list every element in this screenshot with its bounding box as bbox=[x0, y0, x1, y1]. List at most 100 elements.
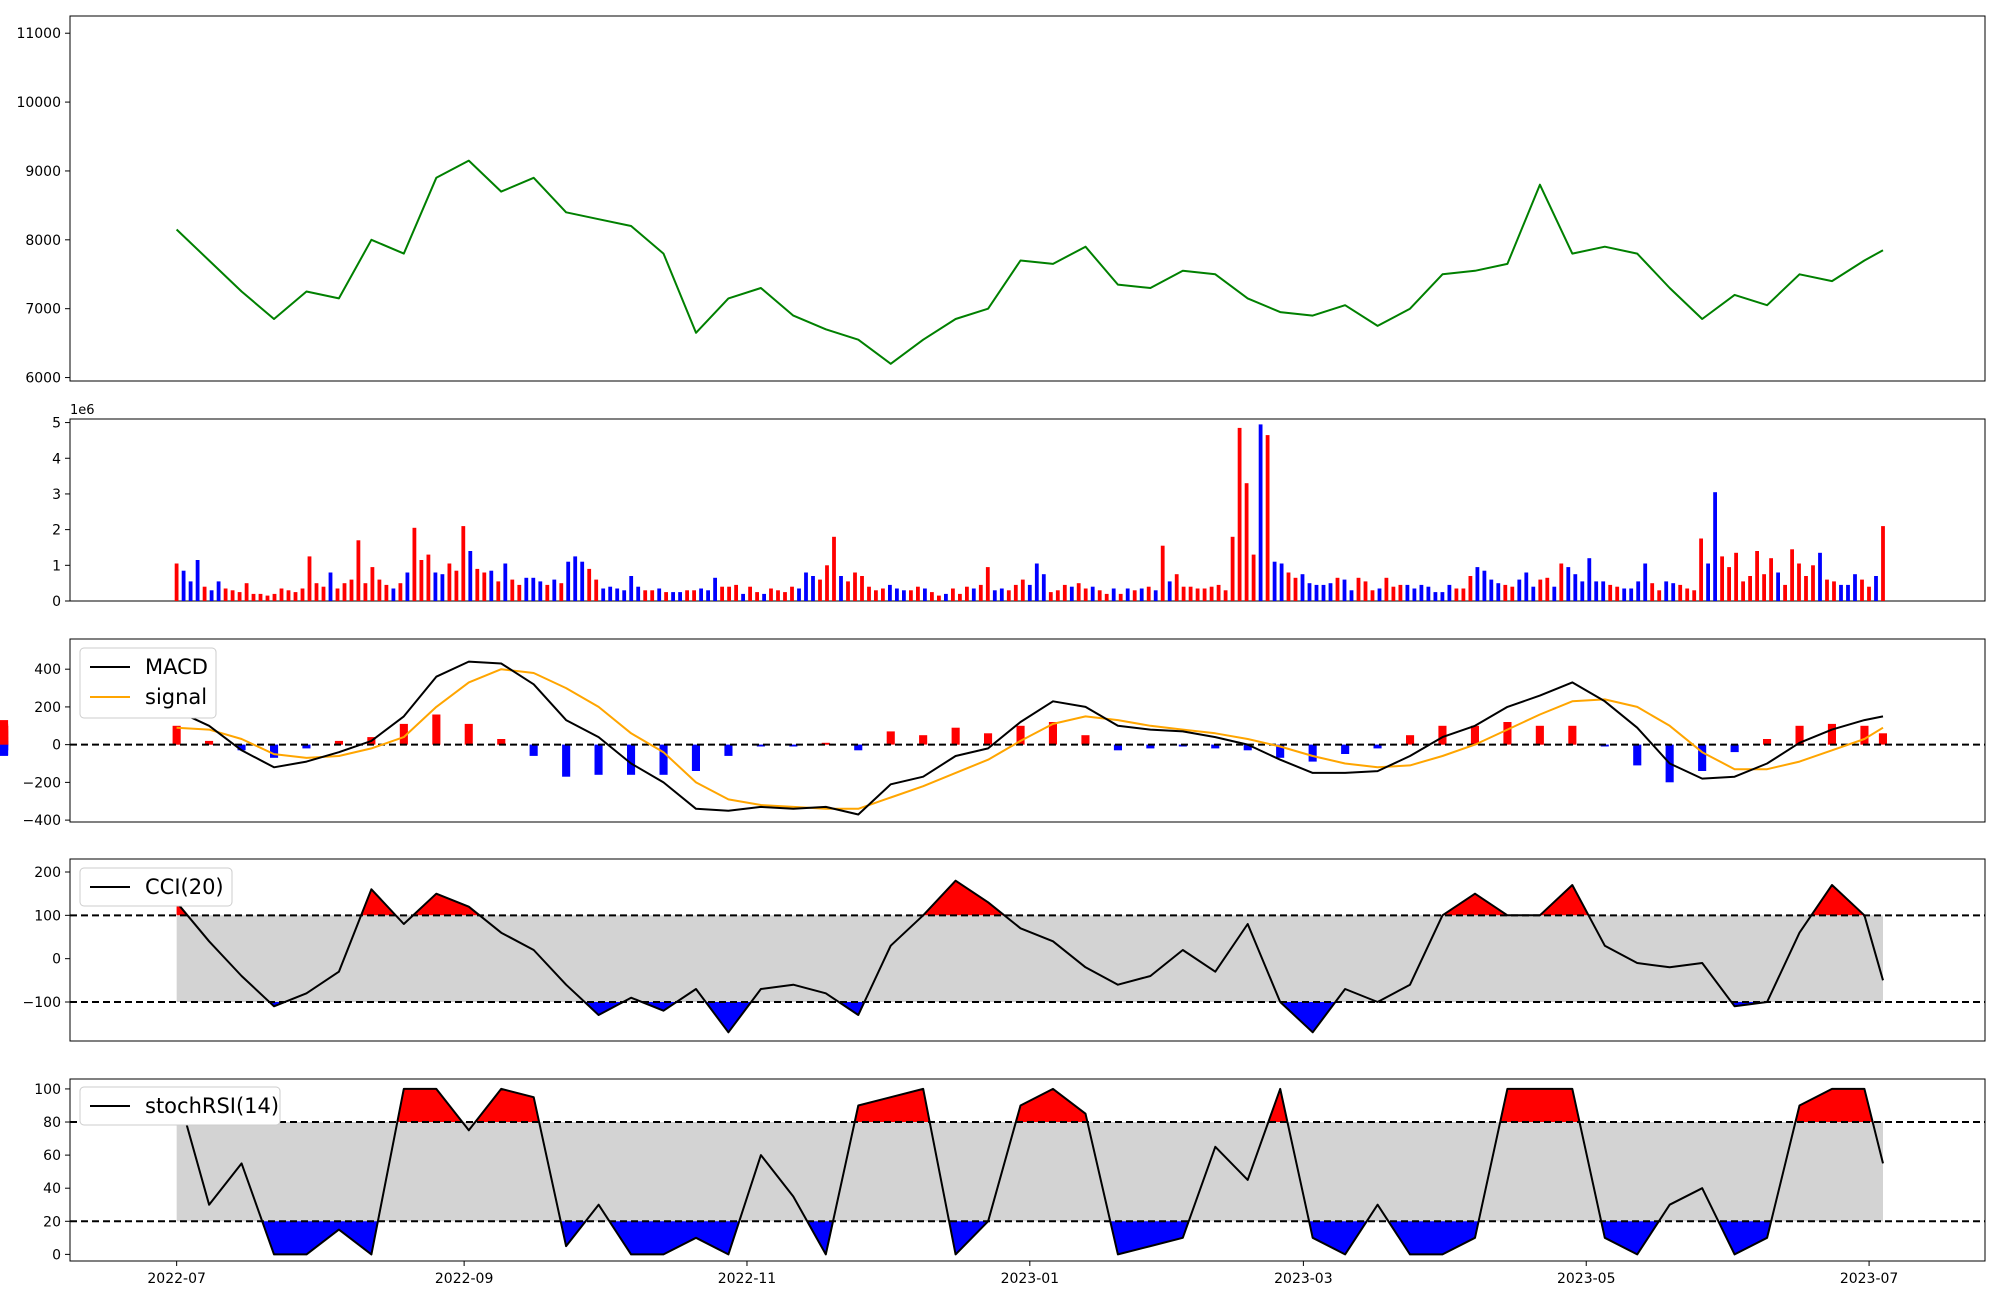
volume-bar bbox=[1447, 584, 1452, 601]
volume-bar bbox=[405, 572, 410, 601]
volume-bar bbox=[279, 588, 284, 601]
signal-legend-label: signal bbox=[145, 685, 207, 709]
volume-bar bbox=[1104, 593, 1109, 601]
volume-bar bbox=[594, 579, 599, 601]
xtick-label: 2022-09 bbox=[435, 1271, 494, 1287]
volume-bar bbox=[1475, 567, 1480, 601]
volume-bar bbox=[314, 583, 319, 601]
volume-bar bbox=[1244, 483, 1249, 601]
volume-bar bbox=[1405, 584, 1410, 601]
volume-bar bbox=[1356, 577, 1361, 601]
volume-bar bbox=[916, 586, 920, 601]
volume-bar bbox=[419, 560, 424, 601]
volume-bar bbox=[923, 588, 927, 601]
volume-bar bbox=[1503, 584, 1508, 601]
macd-histogram-bar bbox=[984, 733, 993, 745]
volume-bar bbox=[860, 576, 864, 601]
volume-bar bbox=[930, 592, 934, 601]
volume-bar bbox=[342, 583, 347, 601]
macd-histogram-bar bbox=[1276, 744, 1285, 758]
volume-bar bbox=[895, 588, 899, 601]
volume-bar bbox=[1041, 574, 1046, 601]
signal-line bbox=[176, 668, 1884, 810]
volume-bar bbox=[524, 577, 529, 601]
volume-bar bbox=[1566, 567, 1571, 601]
volume-bar bbox=[335, 588, 340, 601]
stochrsi-overbought-fill bbox=[1015, 1088, 1088, 1122]
volume-bar bbox=[1762, 574, 1766, 601]
volume-bar bbox=[1132, 590, 1137, 601]
volume-bar bbox=[1076, 583, 1081, 601]
volume-bar bbox=[398, 583, 403, 601]
volume-bar bbox=[692, 590, 696, 601]
volume-bar bbox=[174, 563, 179, 601]
volume-bar bbox=[1461, 588, 1466, 601]
macd-histogram-bar bbox=[497, 739, 506, 745]
macd-histogram-bar bbox=[1470, 725, 1479, 745]
macd-histogram-bar bbox=[1406, 735, 1415, 745]
macd-histogram-bar bbox=[529, 744, 538, 756]
volume-bar bbox=[783, 592, 787, 601]
volume-bar bbox=[566, 561, 571, 601]
volume-bar bbox=[265, 595, 270, 601]
volume-bar bbox=[1699, 538, 1703, 601]
volume-bar bbox=[1202, 588, 1207, 601]
macd-ytick-label: −200 bbox=[23, 775, 61, 791]
macd-histogram-bar bbox=[1211, 744, 1220, 749]
macd-histogram-bar bbox=[334, 740, 343, 745]
stochrsi-overbought-fill bbox=[1268, 1088, 1288, 1122]
volume-bar bbox=[1237, 427, 1242, 601]
volume-bar bbox=[356, 540, 361, 601]
volume-bar bbox=[1384, 577, 1389, 601]
volume-bar bbox=[832, 536, 836, 601]
volume-bar bbox=[531, 577, 536, 601]
volume-bar bbox=[1489, 579, 1494, 601]
volume-bar bbox=[1153, 590, 1158, 601]
xtick-label: 2023-03 bbox=[1274, 1271, 1333, 1287]
macd-legend: MACD signal bbox=[79, 647, 217, 719]
macd-histogram-bar bbox=[1860, 725, 1869, 745]
volume-bar bbox=[720, 586, 724, 601]
volume-bar bbox=[1195, 588, 1200, 601]
macd-ytick-label: 0 bbox=[52, 738, 61, 754]
volume-bar bbox=[1531, 586, 1536, 601]
stochrsi-legend: stochRSI(14) bbox=[79, 1086, 281, 1126]
volume-bar bbox=[1629, 588, 1634, 601]
cci-oversold-fill bbox=[641, 1002, 677, 1011]
volume-bar bbox=[1776, 572, 1780, 601]
volume-bar bbox=[286, 590, 291, 601]
macd-histogram-bar bbox=[1081, 735, 1090, 745]
volume-bar bbox=[468, 551, 473, 601]
volume-bar bbox=[727, 586, 731, 601]
volume-bar bbox=[1587, 558, 1592, 601]
volume-bar bbox=[377, 579, 382, 601]
volume-bar bbox=[999, 588, 1004, 601]
volume-bar bbox=[951, 588, 955, 601]
volume-bar bbox=[1181, 586, 1186, 601]
volume-bar bbox=[1111, 588, 1116, 601]
volume-bar bbox=[1069, 586, 1074, 601]
volume-bar bbox=[1755, 551, 1759, 601]
volume-bar bbox=[188, 581, 193, 601]
volume-panel: 0 1 2 3 4 5 bbox=[52, 416, 1986, 610]
volume-bar bbox=[440, 574, 445, 601]
volume-bar bbox=[1265, 435, 1270, 601]
volume-bar bbox=[706, 590, 710, 601]
volume-ytick-label: 2 bbox=[52, 523, 61, 539]
price-ytick-label: 7000 bbox=[25, 302, 61, 318]
macd-histogram-bar bbox=[0, 740, 9, 745]
volume-bar bbox=[384, 584, 389, 601]
macd-histogram-bar bbox=[0, 737, 9, 745]
volume-bar bbox=[1223, 590, 1228, 601]
macd-histogram-bar bbox=[627, 744, 636, 775]
macd-histogram-bar bbox=[432, 714, 441, 745]
volume-bar bbox=[321, 586, 326, 601]
cci-neutral-band bbox=[176, 915, 1883, 1002]
volume-bar bbox=[1874, 576, 1878, 601]
volume-bar bbox=[1433, 592, 1438, 601]
volume-bar bbox=[1335, 577, 1340, 601]
volume-bar bbox=[1601, 581, 1606, 601]
macd-frame bbox=[69, 638, 1986, 823]
volume-bar bbox=[1741, 581, 1745, 601]
